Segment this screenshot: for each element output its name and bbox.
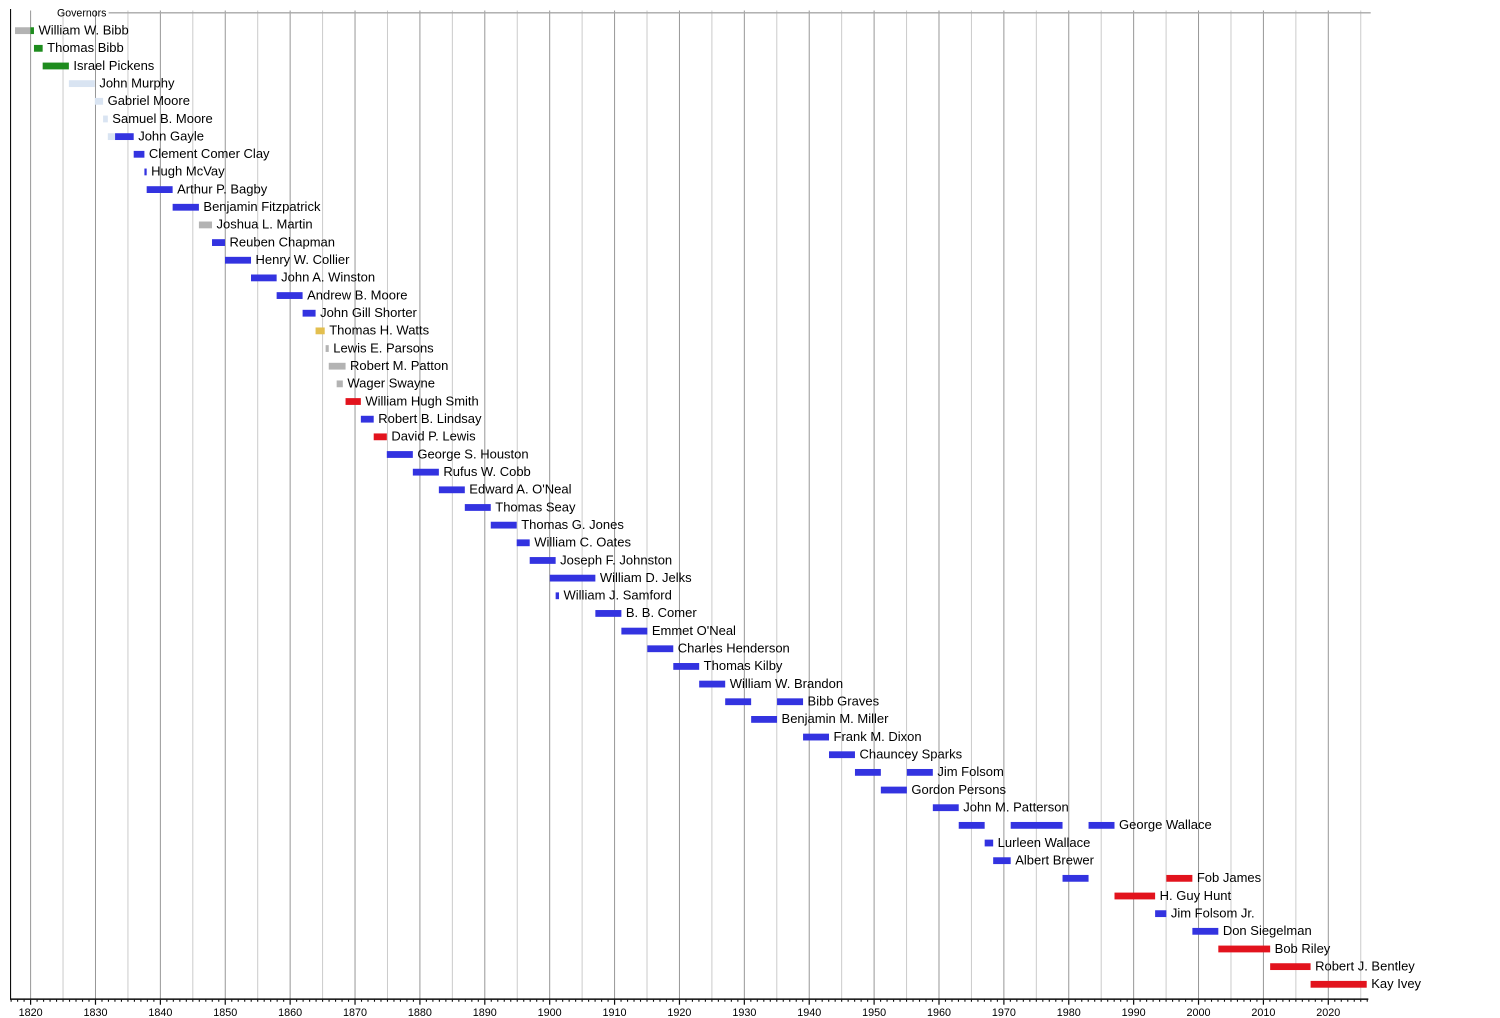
svg-text:Don Siegelman: Don Siegelman [1223, 923, 1312, 938]
svg-text:Joseph F. Johnston: Joseph F. Johnston [560, 552, 672, 567]
svg-text:George S. Houston: George S. Houston [417, 446, 528, 461]
svg-text:Governors: Governors [57, 7, 106, 19]
svg-text:Gordon Persons: Gordon Persons [911, 782, 1006, 797]
svg-text:John Gill Shorter: John Gill Shorter [320, 305, 417, 320]
svg-text:William W. Brandon: William W. Brandon [730, 676, 843, 691]
svg-text:Clement Comer Clay: Clement Comer Clay [149, 146, 270, 161]
svg-text:1950: 1950 [862, 1007, 886, 1018]
svg-text:Fob James: Fob James [1197, 870, 1262, 885]
svg-text:Lurleen Wallace: Lurleen Wallace [998, 835, 1091, 850]
svg-text:Frank M. Dixon: Frank M. Dixon [834, 729, 922, 744]
svg-text:2000: 2000 [1187, 1007, 1211, 1018]
svg-text:Emmet O'Neal: Emmet O'Neal [652, 623, 736, 638]
svg-text:1820: 1820 [19, 1007, 43, 1018]
svg-text:Lewis E. Parsons: Lewis E. Parsons [333, 340, 434, 355]
svg-text:1870: 1870 [343, 1007, 367, 1018]
svg-text:Israel Pickens: Israel Pickens [73, 58, 154, 73]
svg-text:2010: 2010 [1251, 1007, 1275, 1018]
svg-text:Benjamin Fitzpatrick: Benjamin Fitzpatrick [203, 199, 321, 214]
svg-text:B. B. Comer: B. B. Comer [626, 605, 697, 620]
svg-text:1980: 1980 [1057, 1007, 1081, 1018]
svg-text:1860: 1860 [278, 1007, 302, 1018]
svg-text:John Gayle: John Gayle [138, 128, 204, 143]
svg-text:Thomas Bibb: Thomas Bibb [47, 40, 124, 55]
svg-text:John M. Patterson: John M. Patterson [963, 800, 1069, 815]
svg-text:H. Guy Hunt: H. Guy Hunt [1160, 888, 1232, 903]
svg-text:Albert Brewer: Albert Brewer [1015, 852, 1094, 867]
svg-text:John A. Winston: John A. Winston [281, 270, 375, 285]
svg-text:Wager Swayne: Wager Swayne [347, 376, 435, 391]
svg-text:Arthur P. Bagby: Arthur P. Bagby [177, 181, 268, 196]
svg-text:Rufus W. Cobb: Rufus W. Cobb [443, 464, 530, 479]
svg-text:Charles Henderson: Charles Henderson [678, 641, 790, 656]
svg-text:David P. Lewis: David P. Lewis [391, 429, 476, 444]
svg-text:George Wallace: George Wallace [1119, 817, 1212, 832]
svg-text:Chauncey Sparks: Chauncey Sparks [859, 747, 962, 762]
svg-text:Gabriel Moore: Gabriel Moore [108, 93, 190, 108]
svg-text:Hugh McVay: Hugh McVay [151, 164, 225, 179]
svg-text:Thomas Seay: Thomas Seay [495, 499, 576, 514]
svg-text:William D. Jelks: William D. Jelks [600, 570, 692, 585]
svg-text:1830: 1830 [83, 1007, 107, 1018]
svg-text:Thomas G. Jones: Thomas G. Jones [521, 517, 624, 532]
svg-text:1900: 1900 [538, 1007, 562, 1018]
svg-text:Henry W. Collier: Henry W. Collier [256, 252, 351, 267]
svg-text:Thomas Kilby: Thomas Kilby [704, 658, 783, 673]
svg-text:1890: 1890 [473, 1007, 497, 1018]
svg-text:1990: 1990 [1122, 1007, 1146, 1018]
svg-text:Edward A. O'Neal: Edward A. O'Neal [469, 482, 571, 497]
svg-text:Robert J. Bentley: Robert J. Bentley [1315, 958, 1415, 973]
svg-text:Jim Folsom Jr.: Jim Folsom Jr. [1171, 905, 1255, 920]
svg-text:Kay Ivey: Kay Ivey [1371, 976, 1421, 991]
svg-text:2020: 2020 [1316, 1007, 1340, 1018]
svg-text:Reuben Chapman: Reuben Chapman [230, 234, 336, 249]
svg-text:William C. Oates: William C. Oates [534, 535, 631, 550]
svg-text:1940: 1940 [797, 1007, 821, 1018]
svg-text:William W. Bibb: William W. Bibb [38, 22, 128, 37]
svg-text:1910: 1910 [603, 1007, 627, 1018]
svg-text:1970: 1970 [992, 1007, 1016, 1018]
svg-text:John Murphy: John Murphy [99, 75, 175, 90]
svg-text:1840: 1840 [148, 1007, 172, 1018]
svg-text:1930: 1930 [732, 1007, 756, 1018]
svg-text:Bibb Graves: Bibb Graves [808, 694, 880, 709]
svg-text:1960: 1960 [927, 1007, 951, 1018]
svg-text:Robert M. Patton: Robert M. Patton [350, 358, 448, 373]
svg-text:William J. Samford: William J. Samford [564, 588, 672, 603]
svg-text:Joshua L. Martin: Joshua L. Martin [217, 217, 313, 232]
svg-text:Andrew B. Moore: Andrew B. Moore [307, 287, 407, 302]
svg-text:William Hugh Smith: William Hugh Smith [365, 393, 478, 408]
svg-text:1880: 1880 [408, 1007, 432, 1018]
svg-text:Thomas H. Watts: Thomas H. Watts [329, 323, 429, 338]
svg-text:Jim Folsom: Jim Folsom [937, 764, 1003, 779]
svg-text:Bob Riley: Bob Riley [1275, 941, 1331, 956]
svg-text:Samuel B. Moore: Samuel B. Moore [112, 111, 212, 126]
svg-text:Robert B. Lindsay: Robert B. Lindsay [378, 411, 482, 426]
svg-text:1920: 1920 [667, 1007, 691, 1018]
svg-text:1850: 1850 [213, 1007, 237, 1018]
svg-text:Benjamin M. Miller: Benjamin M. Miller [782, 711, 890, 726]
